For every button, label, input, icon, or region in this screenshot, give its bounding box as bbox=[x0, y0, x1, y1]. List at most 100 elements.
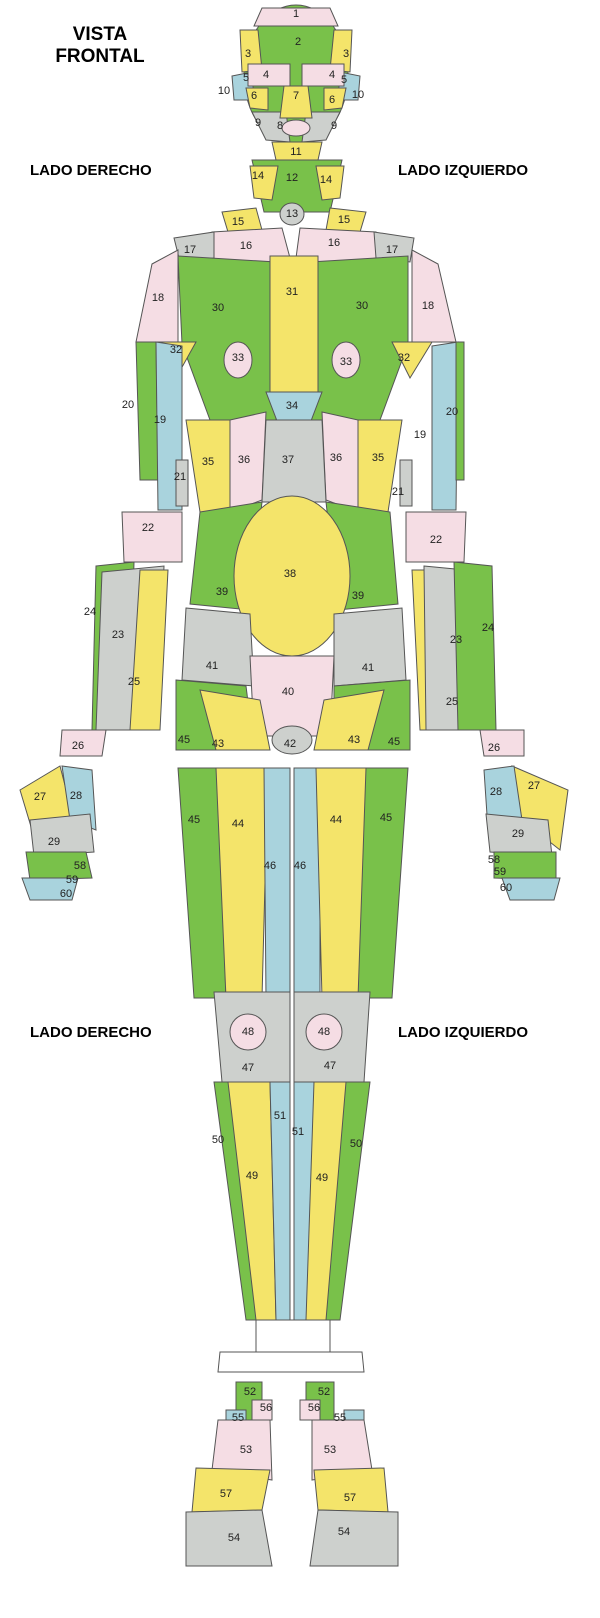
toes-right-zone bbox=[185, 1509, 273, 1567]
label-right-side-upper: LADO DERECHO bbox=[30, 162, 152, 179]
zone-number-52: 52 bbox=[318, 1386, 330, 1398]
zone-number-50: 50 bbox=[212, 1134, 224, 1146]
elbow-inner-right-zone bbox=[175, 459, 189, 507]
zone-number-37: 37 bbox=[282, 454, 294, 466]
zone-number-16: 16 bbox=[328, 237, 340, 249]
arm-inner-left-zone bbox=[431, 341, 459, 511]
hip-left-zone bbox=[333, 607, 407, 687]
zone-number-44: 44 bbox=[232, 818, 244, 830]
zone-number-20: 20 bbox=[122, 399, 134, 411]
zone-number-13: 13 bbox=[286, 208, 298, 220]
zone-number-43: 43 bbox=[212, 738, 224, 750]
zone-number-57: 57 bbox=[344, 1492, 356, 1504]
zone-number-6: 6 bbox=[251, 90, 257, 102]
thigh-outer-left-zone bbox=[357, 767, 409, 999]
zone-number-32: 32 bbox=[170, 344, 182, 356]
zone-number-45: 45 bbox=[178, 734, 190, 746]
fingers-base-right-zone bbox=[25, 851, 93, 881]
zone-number-3: 3 bbox=[245, 48, 251, 60]
chest-right-zone bbox=[177, 255, 277, 421]
zone-number-24: 24 bbox=[84, 606, 96, 618]
zone-number-57: 57 bbox=[220, 1488, 232, 1500]
zone-number-18: 18 bbox=[422, 300, 434, 312]
zone-number-41: 41 bbox=[206, 660, 218, 672]
zone-number-51: 51 bbox=[292, 1126, 304, 1138]
fingers-tip-left-zone bbox=[501, 877, 561, 901]
zone-number-46: 46 bbox=[294, 860, 306, 872]
zone-number-20: 20 bbox=[446, 406, 458, 418]
zone-number-46: 46 bbox=[264, 860, 276, 872]
zone-number-44: 44 bbox=[330, 814, 342, 826]
zone-number-15: 15 bbox=[232, 216, 244, 228]
zone-number-10: 10 bbox=[352, 89, 364, 101]
zone-number-40: 40 bbox=[282, 686, 294, 698]
zone-number-3: 3 bbox=[343, 48, 349, 60]
zone-number-26: 26 bbox=[72, 740, 84, 752]
groin-right-zone bbox=[199, 689, 271, 751]
zone-number-14: 14 bbox=[252, 170, 264, 182]
groin-left-zone bbox=[313, 689, 385, 751]
zone-number-33: 33 bbox=[340, 356, 352, 368]
ankle-bone-right-zone bbox=[251, 1399, 273, 1421]
zone-number-16: 16 bbox=[240, 240, 252, 252]
zone-number-59: 59 bbox=[66, 874, 78, 886]
cheek-left-zone bbox=[323, 87, 347, 111]
zone-number-54: 54 bbox=[228, 1532, 240, 1544]
chest-left-zone bbox=[309, 255, 409, 421]
zone-number-26: 26 bbox=[488, 742, 500, 754]
flank-left-zone bbox=[357, 419, 403, 513]
zone-number-55: 55 bbox=[232, 1412, 244, 1424]
eye-left-zone bbox=[301, 63, 345, 87]
zone-number-23: 23 bbox=[112, 629, 124, 641]
zone-number-58: 58 bbox=[74, 860, 86, 872]
neck-side-left-zone bbox=[315, 165, 345, 201]
zone-number-11: 11 bbox=[290, 146, 301, 158]
zone-number-22: 22 bbox=[142, 522, 154, 534]
zone-number-5: 5 bbox=[243, 72, 249, 84]
zone-number-30: 30 bbox=[356, 300, 368, 312]
hip-right-zone bbox=[181, 607, 255, 687]
zone-number-36: 36 bbox=[330, 452, 342, 464]
zone-number-19: 19 bbox=[154, 414, 166, 426]
zone-number-45: 45 bbox=[380, 812, 392, 824]
zone-number-1: 1 bbox=[293, 8, 299, 20]
wrist-left-zone bbox=[479, 729, 525, 757]
label-left-side-upper: LADO IZQUIERDO bbox=[398, 162, 528, 179]
zone-number-55: 55 bbox=[334, 1412, 346, 1424]
zone-number-29: 29 bbox=[512, 828, 524, 840]
zone-number-39: 39 bbox=[216, 586, 228, 598]
zone-number-58: 58 bbox=[488, 854, 500, 866]
zone-number-32: 32 bbox=[398, 352, 410, 364]
zone-number-6: 6 bbox=[329, 94, 335, 106]
nose-zone bbox=[279, 85, 313, 119]
zone-number-17: 17 bbox=[184, 244, 196, 256]
zone-number-35: 35 bbox=[202, 456, 214, 468]
zone-number-50: 50 bbox=[350, 1138, 362, 1150]
arm-lateral-left-zone bbox=[455, 341, 465, 481]
zone-number-10: 10 bbox=[218, 85, 230, 97]
forearm-inner-right-zone bbox=[129, 569, 169, 731]
ankle-base-zone bbox=[217, 1351, 365, 1373]
zone-number-7: 7 bbox=[293, 90, 299, 102]
zone-number-60: 60 bbox=[60, 888, 72, 900]
zone-number-47: 47 bbox=[242, 1062, 254, 1074]
zone-number-28: 28 bbox=[70, 790, 82, 802]
zone-number-17: 17 bbox=[386, 244, 398, 256]
thigh-inner-left-zone bbox=[293, 767, 321, 999]
zone-number-27: 27 bbox=[34, 791, 46, 803]
shoulder-left-zone bbox=[373, 231, 415, 263]
fingers-tip-right-zone bbox=[21, 877, 79, 901]
zone-number-43: 43 bbox=[348, 734, 360, 746]
zone-number-30: 30 bbox=[212, 302, 224, 314]
zone-number-18: 18 bbox=[152, 292, 164, 304]
zone-number-56: 56 bbox=[308, 1402, 320, 1414]
zone-number-21: 21 bbox=[392, 486, 404, 498]
zone-number-2: 2 bbox=[295, 36, 301, 48]
zone-number-12: 12 bbox=[286, 172, 298, 184]
kneecap-left-zone bbox=[305, 1013, 343, 1051]
zone-number-27: 27 bbox=[528, 780, 540, 792]
zone-number-54: 54 bbox=[338, 1526, 350, 1538]
zone-number-52: 52 bbox=[244, 1386, 256, 1398]
